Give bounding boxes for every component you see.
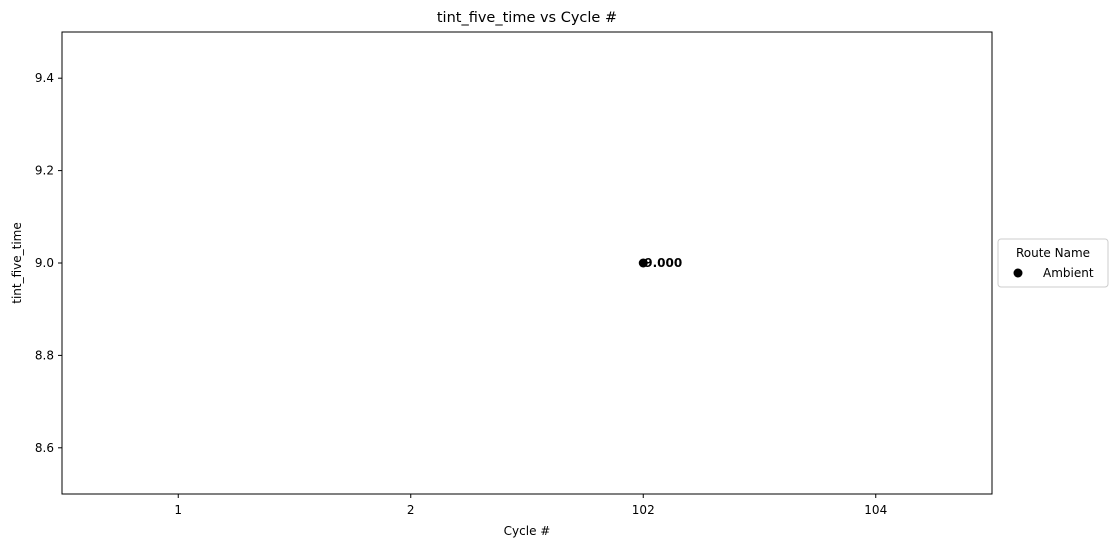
x-axis: 1 2 102 104: [174, 494, 887, 517]
plot-area-frame: [61, 31, 993, 495]
y-tick-label: 9.2: [35, 164, 54, 178]
y-tick-label: 8.8: [35, 348, 54, 362]
x-axis-title: Cycle #: [504, 524, 551, 538]
data-point: [638, 258, 648, 268]
legend-entries: Ambient: [1013, 266, 1094, 280]
x-tick-label: 104: [864, 503, 887, 517]
x-tick-label: 1: [174, 503, 182, 517]
legend-box: [997, 238, 1109, 288]
x-tick-label: 2: [407, 503, 415, 517]
y-axis-title: tint_five_time: [10, 222, 24, 304]
data-label: 9.000: [644, 256, 682, 270]
data-points: 9.000: [638, 256, 682, 270]
y-axis: 8.6 8.8 9.0 9.2 9.4: [35, 71, 62, 455]
y-tick-label: 9.4: [35, 71, 54, 85]
y-tick-label: 8.6: [35, 441, 54, 455]
y-tick-label: 9.0: [35, 256, 54, 270]
legend-entry-label: Ambient: [1043, 266, 1094, 280]
legend-marker: [1013, 268, 1023, 278]
legend-title: Route Name: [1016, 246, 1090, 260]
legend: Route Name Ambient: [997, 238, 1109, 288]
x-tick-label: 102: [632, 503, 655, 517]
chart-title: tint_five_time vs Cycle #: [437, 10, 617, 26]
